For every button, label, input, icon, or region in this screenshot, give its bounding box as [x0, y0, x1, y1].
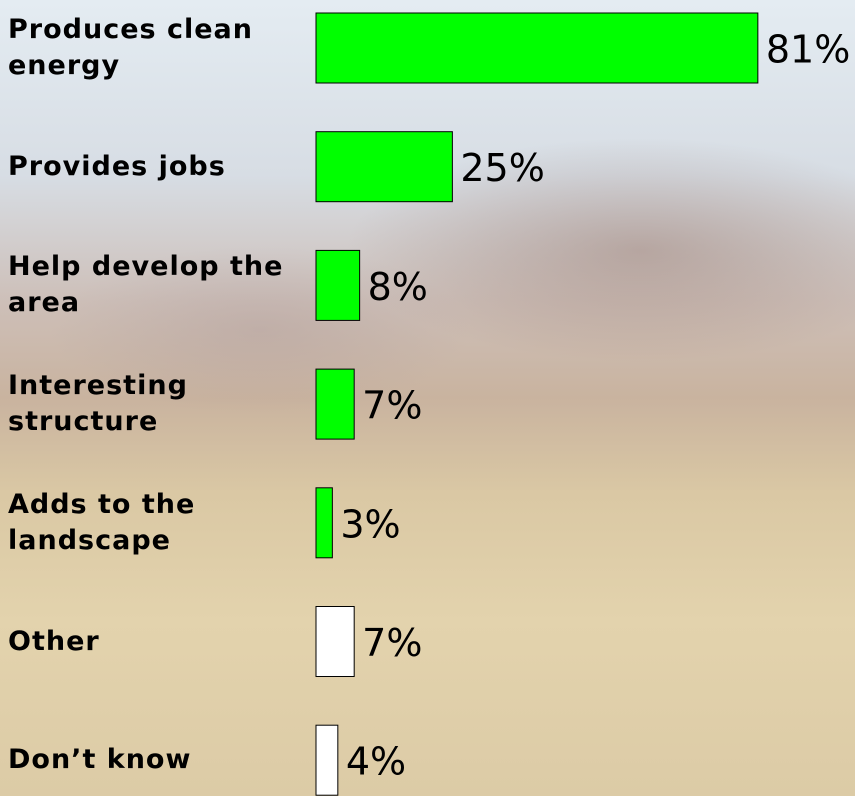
- bar: [315, 368, 355, 440]
- bar: [315, 487, 333, 559]
- value-label: 7%: [362, 621, 422, 665]
- bar: [315, 12, 759, 84]
- value-label: 8%: [368, 265, 428, 309]
- value-label: 25%: [460, 146, 544, 190]
- category-label: Don’t know: [8, 744, 192, 776]
- bar: [315, 724, 339, 796]
- bar: [315, 606, 355, 677]
- category-label: Produces clean energy: [8, 14, 254, 81]
- value-label: 4%: [346, 740, 406, 784]
- value-label: 7%: [362, 384, 422, 428]
- bar: [315, 249, 361, 321]
- category-label: Help develop the area: [8, 251, 284, 319]
- value-label: 81%: [766, 28, 850, 72]
- category-label: Adds to the landscape: [8, 488, 196, 556]
- bar: [315, 131, 453, 203]
- category-label: Other: [8, 625, 100, 657]
- category-label: Provides jobs: [8, 150, 226, 182]
- category-label: Interesting structure: [8, 370, 188, 438]
- value-label: 3%: [340, 502, 400, 546]
